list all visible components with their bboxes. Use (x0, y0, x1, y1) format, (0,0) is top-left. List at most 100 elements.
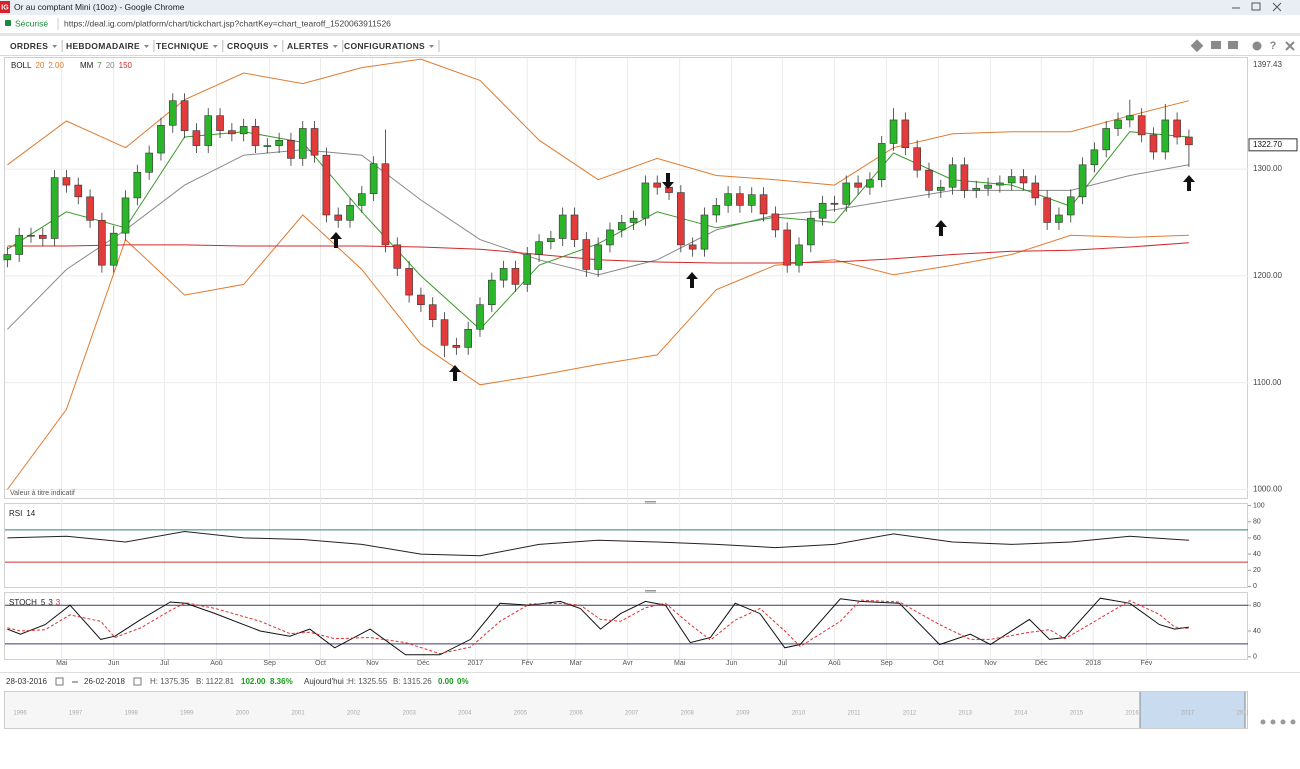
status-today: Aujourd'hui : (304, 677, 348, 686)
candle-body (665, 186, 673, 193)
navigator[interactable] (4, 691, 1248, 729)
last-price-box (1248, 138, 1298, 152)
close[interactable] (1272, 2, 1282, 12)
candle-body (27, 234, 35, 237)
panel-param: 14 (26, 509, 35, 518)
dropdown-caret (143, 45, 149, 48)
candle-body (381, 163, 390, 246)
navigator-year: 2004 (458, 711, 472, 717)
y-tick-label: 0 (1253, 583, 1257, 590)
candle-body (62, 177, 71, 186)
legend-param: 20 (106, 61, 115, 70)
candle-body (1114, 119, 1122, 129)
window-controls[interactable] (1232, 2, 1282, 12)
arrow-up (330, 232, 342, 248)
legend-param: 20 (35, 61, 44, 70)
candle-body (1090, 149, 1099, 166)
menu-item[interactable]: CONFIGURATIONS (344, 41, 425, 51)
candle-body (511, 268, 520, 285)
icon-draw[interactable] (1190, 39, 1204, 53)
pane-handles (645, 501, 656, 593)
navigator-year: 2007 (625, 711, 639, 717)
panel-label: RSI (9, 509, 22, 518)
x-tick-label: Fév (521, 660, 533, 667)
panel-param: 5 (41, 598, 46, 607)
menu-item[interactable]: ORDRES (10, 41, 48, 51)
candle-body (700, 214, 709, 250)
candle-body (1161, 119, 1170, 153)
icon-image[interactable] (1211, 41, 1221, 49)
navigator-year: 2014 (1014, 711, 1028, 717)
icon-print[interactable] (1228, 41, 1238, 49)
navigator-year: 2016 (1125, 711, 1139, 717)
legend-label: MM (80, 61, 94, 70)
x-tick-label: Déc (1035, 660, 1048, 667)
candle-body (499, 268, 508, 281)
candle-body (913, 147, 921, 171)
candle-body (239, 126, 248, 135)
navigator-selection[interactable] (1140, 692, 1245, 728)
legend-param: 7 (97, 61, 102, 70)
y-tick-label: 20 (1253, 567, 1261, 574)
candle-body (854, 182, 862, 188)
zoom-fit[interactable] (1290, 719, 1296, 725)
icon-help[interactable]: ? (1270, 40, 1277, 52)
candle-body (925, 169, 933, 191)
candle-body (369, 163, 378, 194)
zoom-reset[interactable] (1280, 719, 1286, 725)
candle-body (428, 304, 437, 320)
candle-body (996, 182, 1004, 186)
address-bar[interactable] (0, 15, 1300, 33)
candle-body (216, 115, 224, 131)
y-tick-label: 1000.00 (1253, 485, 1282, 494)
navigator-year: 2010 (792, 711, 806, 717)
url[interactable]: https://deal.ig.com/platform/chart/tickc… (64, 18, 391, 28)
zoom-out[interactable] (1260, 719, 1266, 725)
candle-body (50, 177, 59, 239)
candle-body (228, 130, 236, 135)
calendar-from[interactable] (55, 677, 64, 686)
candle-body (1019, 176, 1028, 184)
navigator-year: 2011 (848, 711, 862, 717)
dropdown-caret (52, 45, 58, 48)
candle-body (405, 268, 413, 296)
menu-item[interactable]: CROQUIS (227, 41, 269, 51)
candle-body (74, 184, 83, 198)
zoom-in[interactable] (1270, 719, 1276, 725)
arrow-up (686, 272, 698, 288)
navigator-year: 2009 (736, 711, 750, 717)
candle-body (617, 222, 626, 231)
menu-item[interactable]: HEBDOMADAIRE (66, 41, 140, 51)
secure-label: Sécurisé (15, 18, 48, 28)
calendar-to[interactable] (133, 677, 142, 686)
maximize[interactable] (1251, 2, 1261, 11)
menu-item[interactable]: ALERTES (287, 41, 329, 51)
rsi-pane (4, 503, 1248, 588)
x-tick-label: Mai (674, 660, 686, 667)
candle-body (1043, 197, 1051, 223)
icon-close[interactable] (1285, 41, 1295, 51)
icon-settings[interactable] (1252, 41, 1262, 51)
grid (5, 58, 1248, 659)
candle-body (346, 205, 354, 221)
x-tick-label: Nov (366, 660, 379, 667)
candle-body (830, 202, 839, 205)
navigator-handles[interactable] (1139, 692, 1246, 728)
note: Valeur à titre indicatif (10, 490, 75, 497)
candle-body (795, 244, 803, 266)
y-tick-label: 1300.00 (1253, 164, 1282, 173)
y-tick-label: 0 (1253, 654, 1257, 661)
y-tick-label: 60 (1253, 535, 1261, 542)
app-icon (0, 1, 10, 13)
x-tick-label: Mar (570, 660, 583, 667)
navigator-year: 2005 (514, 711, 528, 717)
x-tick-label: Mai (56, 660, 68, 667)
menu-item[interactable]: TECHNIQUE (156, 41, 209, 51)
status-today-change: 0.00 (438, 677, 454, 686)
status-change: 102.00 (241, 677, 266, 686)
y-high-label: 1397.43 (1253, 60, 1282, 69)
lock-icon (5, 20, 11, 26)
candle-body (877, 143, 886, 181)
